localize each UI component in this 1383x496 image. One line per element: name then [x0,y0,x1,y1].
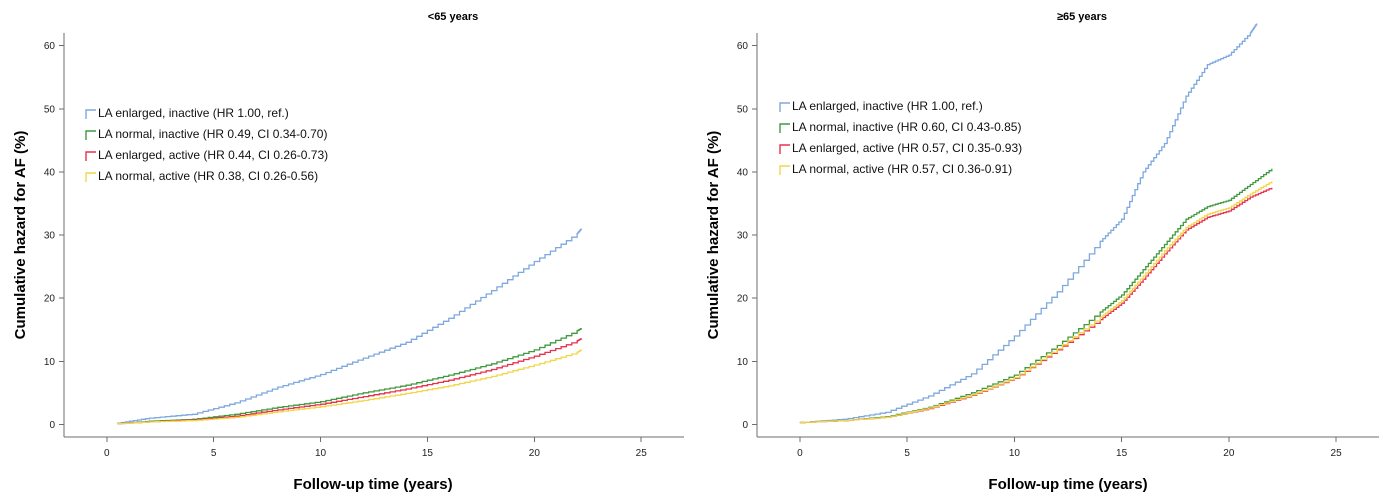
series-line-1 [117,228,583,424]
legend-swatch [85,109,96,119]
legend-swatch [85,130,96,140]
y-tick-label: 30 [737,231,749,242]
y-tick-label: 50 [737,104,749,115]
x-tick-label: 20 [1223,448,1235,459]
y-tick-label: 20 [44,294,56,305]
x-tick-label: 10 [1009,448,1021,459]
series-line-3 [799,187,1273,424]
legend-swatch [779,102,790,112]
legend-swatch [85,151,96,161]
chart-panel-2: ≥65 years 0 10 20 30 40 50 60 0 5 10 15 20 25 Follow-u… [705,11,1379,493]
legend-label: LA normal, inactive (HR 0.49, CI 0.34-0.… [98,127,327,141]
y-tick-label: 10 [737,357,749,368]
series-line-4 [117,349,583,425]
y-tick-label: 0 [742,420,748,431]
chart-panel-1: <65 years 0 10 20 30 40 50 60 0 5 10 15 20 25 Follow-u… [12,11,684,493]
legend-swatch [779,165,790,175]
legend-label: LA normal, active (HR 0.57, CI 0.36-0.91… [792,162,1012,176]
x-tick-label: 25 [636,448,648,459]
legend-swatch [85,172,96,182]
x-tick-label: 0 [104,448,110,459]
x-tick-label: 0 [797,448,803,459]
x-tick-label: 10 [315,448,327,459]
x-tick-label: 25 [1331,448,1343,459]
legend-item: LA enlarged, inactive (HR 1.00, ref.) [779,99,983,113]
legend-label: LA enlarged, inactive (HR 1.00, ref.) [792,99,983,113]
x-tick-label: 5 [904,448,910,459]
legend-item: LA normal, active (HR 0.38, CI 0.26-0.56… [85,169,318,183]
y-tick-label: 60 [44,41,56,52]
series-line-4 [799,181,1273,424]
y-tick-label: 10 [44,357,56,368]
chart-title: ≥65 years [1057,11,1107,23]
y-tick-label: 30 [44,231,56,242]
y-axis-label: Cumulative hazard for AF (%) [705,131,722,340]
x-tick-label: 15 [1116,448,1128,459]
legend-label: LA enlarged, active (HR 0.57, CI 0.35-0.… [792,141,1022,155]
legend-swatch [779,123,790,133]
legend-label: LA enlarged, active (HR 0.44, CI 0.26-0.… [98,148,328,162]
chart-title: <65 years [428,11,478,23]
x-axis-label: Follow-up time (years) [293,476,452,493]
series-line-2 [799,168,1273,424]
legend-label: LA normal, inactive (HR 0.60, CI 0.43-0.… [792,120,1021,134]
x-tick-label: 5 [211,448,217,459]
series-line-3 [117,338,583,425]
series-line-2 [117,328,583,425]
legend-item: LA normal, inactive (HR 0.60, CI 0.43-0.… [779,120,1021,134]
x-axis-label: Follow-up time (years) [988,476,1147,493]
y-tick-label: 60 [737,41,749,52]
legend-item: LA enlarged, active (HR 0.57, CI 0.35-0.… [779,141,1022,155]
x-tick-label: 15 [422,448,434,459]
series-line-1 [799,23,1258,424]
x-tick-label: 20 [529,448,541,459]
legend-label: LA enlarged, inactive (HR 1.00, ref.) [98,106,289,120]
legend-item: LA normal, active (HR 0.57, CI 0.36-0.91… [779,162,1012,176]
y-tick-label: 0 [49,420,55,431]
y-tick-label: 50 [44,104,56,115]
legend-swatch [779,144,790,154]
legend-item: LA enlarged, active (HR 0.44, CI 0.26-0.… [85,148,328,162]
y-tick-label: 40 [44,167,56,178]
y-tick-label: 20 [737,294,749,305]
y-tick-label: 40 [737,167,749,178]
legend-item: LA enlarged, inactive (HR 1.00, ref.) [85,106,289,120]
legend-label: LA normal, active (HR 0.38, CI 0.26-0.56… [98,169,318,183]
legend-item: LA normal, inactive (HR 0.49, CI 0.34-0.… [85,127,327,141]
y-axis-label: Cumulative hazard for AF (%) [12,131,29,340]
